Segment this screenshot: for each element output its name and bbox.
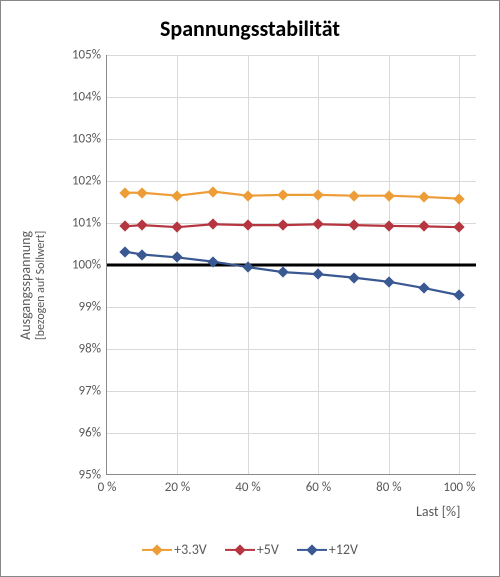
y-tick-label: 104% — [72, 90, 101, 105]
x-tick-label: 40 % — [235, 480, 260, 495]
y-tick-label: 98% — [79, 342, 101, 357]
x-tick-label: 20 % — [165, 480, 190, 495]
legend-label: +5V — [257, 541, 279, 558]
legend-item: +3.3V — [142, 541, 207, 558]
y-tick-label: 99% — [79, 300, 101, 315]
y-axis-label: Ausgangsspannung [bezogen auf Sollwert] — [17, 231, 48, 340]
series-svg — [107, 55, 477, 475]
y-tick-label: 105% — [72, 48, 101, 63]
x-tick-label: 0 % — [98, 480, 117, 495]
y-axis-label-line2: [bezogen auf Sollwert] — [34, 231, 48, 340]
x-tick-label: 100 % — [443, 480, 475, 495]
legend-item: +5V — [225, 541, 279, 558]
legend-label: +3.3V — [174, 541, 207, 558]
x-axis-label: Last [%] — [416, 503, 460, 520]
legend-label: +12V — [329, 541, 358, 558]
legend-item: +12V — [297, 541, 358, 558]
y-tick-label: 100% — [72, 258, 101, 273]
chart-title: Spannungsstabilität — [1, 15, 499, 42]
y-axis-label-line1: Ausgangsspannung — [17, 231, 34, 340]
y-tick-label: 101% — [72, 216, 101, 231]
x-tick-label: 80 % — [376, 480, 401, 495]
y-tick-label: 97% — [79, 384, 101, 399]
y-tick-label: 96% — [79, 426, 101, 441]
y-tick-label: 102% — [72, 174, 101, 189]
legend: +3.3V +5V +12V — [1, 541, 499, 558]
plot-area: 95%96%97%98%99%100%101%102%103%104%105%0… — [106, 55, 476, 475]
x-tick-label: 60 % — [306, 480, 331, 495]
y-tick-label: 103% — [72, 132, 101, 147]
